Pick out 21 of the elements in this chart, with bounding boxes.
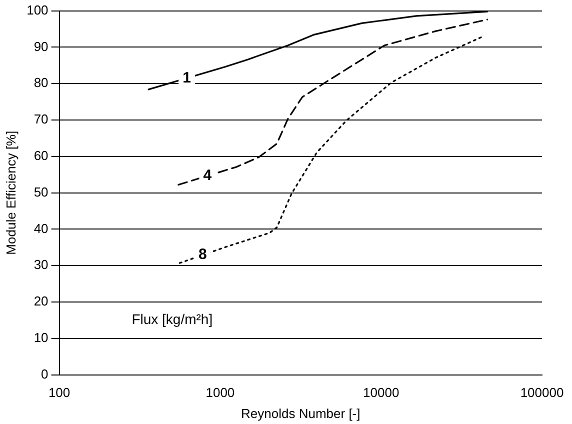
y-tick-label: 70	[34, 112, 48, 127]
y-tick-label: 40	[34, 220, 48, 236]
x-tick-label: 100	[48, 385, 70, 400]
y-tick-label: 50	[34, 184, 48, 200]
y-tick-label: 0	[41, 366, 48, 382]
series-label: 8	[198, 246, 207, 264]
series-label: 4	[203, 167, 212, 184]
y-tick-label: 30	[34, 257, 48, 272]
y-tick-label: 20	[34, 294, 48, 309]
x-tick-label: 10000	[363, 385, 400, 400]
x-tick-label: 100000	[520, 385, 564, 400]
y-axis-title: Module Efficiency [%]	[3, 130, 18, 255]
annotation: Flux [kg/m²h]	[132, 311, 213, 328]
y-tick-label: 90	[34, 38, 48, 54]
y-tick-label: 100	[26, 2, 48, 18]
x-tick-label: 1000	[206, 385, 235, 400]
x-axis-title: Reynolds Number [-]	[241, 406, 360, 421]
y-tick-label: 60	[34, 148, 48, 163]
y-tick-label: 80	[34, 75, 48, 90]
y-tick-label: 10	[34, 330, 48, 345]
series-label: 1	[182, 69, 191, 86]
